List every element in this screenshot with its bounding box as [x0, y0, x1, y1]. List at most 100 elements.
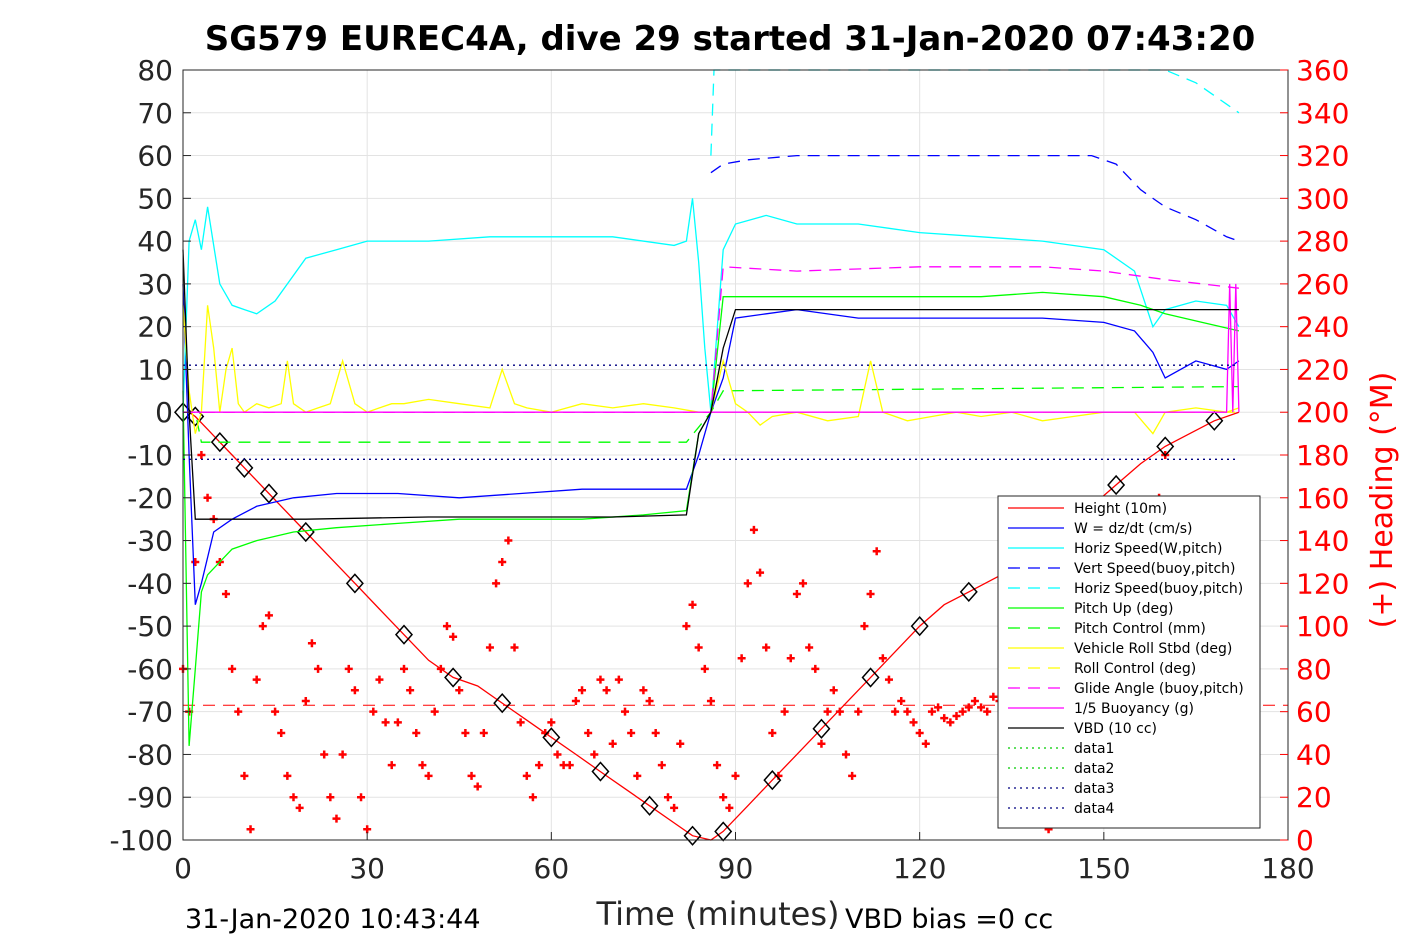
x-tick-label: 180	[1261, 852, 1314, 885]
height-marker	[444, 667, 463, 688]
heading-marker	[700, 664, 709, 673]
heading-marker	[338, 750, 347, 759]
heading-marker	[657, 761, 666, 770]
x-tick-label: 90	[718, 852, 754, 885]
height-marker	[591, 761, 610, 782]
y2-tick-label: 100	[1296, 610, 1349, 643]
heading-marker	[400, 664, 408, 673]
y2-tick-label: 260	[1296, 268, 1349, 301]
heading-marker	[584, 729, 593, 738]
heading-marker	[492, 579, 501, 588]
series-vbd-10-cc	[182, 249, 1239, 520]
y-tick-label: 80	[137, 54, 173, 87]
heading-marker	[970, 696, 979, 705]
heading-marker	[406, 686, 415, 695]
y-tick-label: 30	[137, 268, 173, 301]
heading-marker	[430, 707, 439, 716]
series-1-5-buoyancy-g	[183, 283, 1240, 413]
y2-tick-label: 180	[1296, 439, 1349, 472]
heading-marker	[897, 696, 906, 705]
y-tick-label: -70	[127, 696, 173, 729]
heading-marker	[258, 622, 267, 631]
heading-marker	[786, 654, 795, 663]
heading-marker	[848, 771, 857, 780]
series-line-horiz-speed-w-pitch	[182, 198, 1240, 413]
height-marker	[640, 795, 659, 816]
heading-marker	[682, 622, 691, 631]
series-pitch-up-deg	[182, 291, 1240, 746]
heading-marker	[891, 707, 900, 716]
y2-tick-label: 80	[1296, 653, 1332, 686]
y2-tick-label: 240	[1296, 311, 1349, 344]
heading-marker	[228, 664, 237, 673]
legend-entry: Pitch Up (deg)	[1074, 601, 1173, 617]
legend-entry: Horiz Speed(buoy,pitch)	[1074, 581, 1243, 597]
heading-marker	[191, 557, 200, 566]
heading-marker	[455, 686, 464, 695]
y-tick-label: -30	[127, 525, 173, 558]
y-tick-label: 20	[137, 311, 173, 344]
x-tick-label: 150	[1077, 852, 1130, 885]
heading-marker	[749, 525, 758, 534]
heading-marker	[516, 718, 525, 727]
height-marker	[210, 432, 229, 453]
heading-marker	[872, 547, 881, 556]
x-tick-label: 0	[174, 852, 192, 885]
heading-marker	[221, 590, 230, 599]
heading-marker	[860, 622, 869, 631]
y-tick-label: -80	[127, 738, 173, 771]
heading-marker	[412, 729, 421, 738]
x-axis-ticks: 0 30 60 90 120 150 180	[174, 832, 1315, 885]
y2-tick-label: 40	[1296, 738, 1332, 771]
heading-marker	[375, 675, 384, 684]
x-tick-label: 60	[534, 852, 570, 885]
heading-marker	[424, 771, 433, 780]
y2-tick-label: 160	[1296, 482, 1349, 515]
height-marker	[959, 581, 978, 603]
y-tick-label: -90	[127, 781, 173, 814]
y-tick-label: 70	[137, 97, 173, 130]
heading-marker	[768, 729, 777, 738]
heading-marker	[381, 718, 390, 727]
heading-marker	[473, 782, 482, 791]
heading-marker	[565, 761, 574, 770]
heading-marker	[670, 803, 679, 812]
heading-marker	[817, 739, 826, 748]
heading-marker	[946, 718, 955, 727]
heading-marker	[252, 675, 261, 684]
heading-marker	[934, 703, 943, 712]
y2-tick-label: 340	[1296, 97, 1349, 130]
heading-marker	[639, 686, 648, 695]
heading-marker	[393, 718, 402, 727]
y2-tick-label: 200	[1296, 396, 1349, 429]
height-marker	[861, 667, 880, 688]
heading-marker	[799, 579, 808, 588]
heading-marker	[878, 654, 887, 663]
heading-marker	[725, 803, 734, 812]
heading-marker	[369, 707, 378, 716]
y2-tick-label: 320	[1296, 140, 1349, 173]
heading-marker	[332, 814, 341, 823]
heading-marker	[614, 675, 623, 684]
heading-marker	[977, 703, 986, 712]
heading-marker	[927, 707, 936, 716]
heading-marker	[596, 675, 605, 684]
legend-entry: Vehicle Roll Stbd (deg)	[1074, 641, 1232, 657]
heading-marker	[504, 536, 513, 545]
heading-marker	[571, 696, 580, 705]
heading-marker	[283, 771, 292, 780]
heading-marker	[903, 707, 912, 716]
heading-marker	[854, 707, 863, 716]
heading-marker	[461, 729, 470, 738]
heading-marker	[240, 771, 249, 780]
heading-marker	[295, 803, 304, 812]
heading-marker	[627, 729, 636, 738]
heading-marker	[731, 771, 740, 780]
series-horiz-speed-w-pitch	[182, 198, 1240, 413]
heading-marker	[952, 711, 961, 720]
y-tick-label: -40	[127, 567, 173, 600]
legend-entry: data2	[1074, 761, 1114, 777]
series-line-vbd-10-cc	[182, 249, 1239, 520]
y-tick-label: 10	[137, 353, 173, 386]
height-marker	[542, 727, 561, 748]
